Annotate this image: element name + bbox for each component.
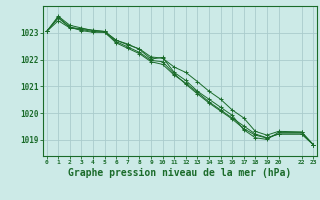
X-axis label: Graphe pression niveau de la mer (hPa): Graphe pression niveau de la mer (hPa) [68, 168, 292, 178]
